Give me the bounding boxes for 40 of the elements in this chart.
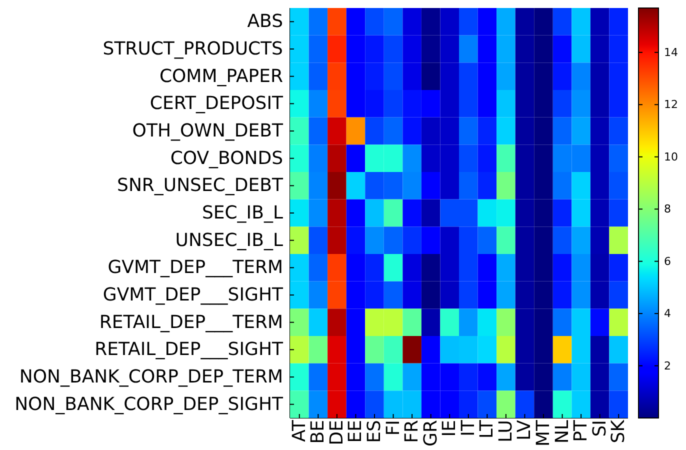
- x-tick-label: ES: [364, 420, 385, 443]
- y-tick-label: GVMT_DEP___SIGHT: [102, 284, 284, 306]
- color-bar-label: 14: [664, 46, 678, 59]
- x-tick-label: AT: [288, 419, 310, 442]
- y-tick-label: COV_BONDS: [170, 148, 283, 169]
- color-bar-label: 6: [664, 254, 671, 268]
- x-tick-label: LV: [514, 419, 536, 440]
- y-tick-label: NON_BANK_CORP_DEP_SIGHT: [14, 394, 284, 415]
- color-bar-label: 10: [664, 150, 678, 164]
- y-tick-label: CERT_DEPOSIT: [150, 93, 284, 114]
- color-bar-label: 2: [664, 359, 671, 372]
- x-tick-label: BE: [308, 420, 329, 444]
- color-bar-label: 4: [664, 307, 671, 320]
- y-tick-label: GVMT_DEP___TERM: [108, 257, 283, 278]
- y-tick-label: COMM_PAPER: [159, 66, 283, 87]
- x-tick-label: FI: [382, 420, 404, 436]
- x-tick-label: SI: [589, 420, 610, 437]
- color-bar-label: 8: [664, 202, 671, 216]
- x-tick-label: LT: [476, 418, 498, 439]
- y-tick-label: UNSEC_IB_L: [175, 230, 283, 251]
- x-tick-label: MT: [533, 419, 554, 447]
- y-tick-label: RETAIL_DEP___SIGHT: [94, 339, 284, 360]
- color-bar-label: 12: [664, 98, 678, 112]
- y-tick-label: OTH_OWN_DEBT: [132, 120, 284, 142]
- y-tick-label: STRUCT_PRODUCTS: [102, 38, 283, 60]
- y-tick-label: RETAIL_DEP___TERM: [99, 312, 283, 333]
- x-tick-label: PT: [570, 419, 592, 442]
- y-tick-label: NON_BANK_CORP_DEP_TERM: [19, 366, 283, 388]
- x-tick-label: FR: [402, 420, 423, 443]
- y-tick-label: SNR_UNSEC_DEBT: [117, 175, 284, 196]
- y-tick-label: SEC_IB_L: [202, 202, 283, 224]
- y-tick-label: ABS: [247, 11, 283, 32]
- x-tick-label: DE: [326, 420, 348, 446]
- x-tick-label: IE: [439, 420, 460, 437]
- x-tick-label: LU: [495, 420, 516, 442]
- x-tick-label: NL: [552, 420, 573, 444]
- x-tick-label: SK: [608, 418, 630, 444]
- x-tick-label: EE: [345, 420, 366, 443]
- x-tick-label: GR: [420, 420, 442, 446]
- x-tick-label: IT: [458, 419, 479, 436]
